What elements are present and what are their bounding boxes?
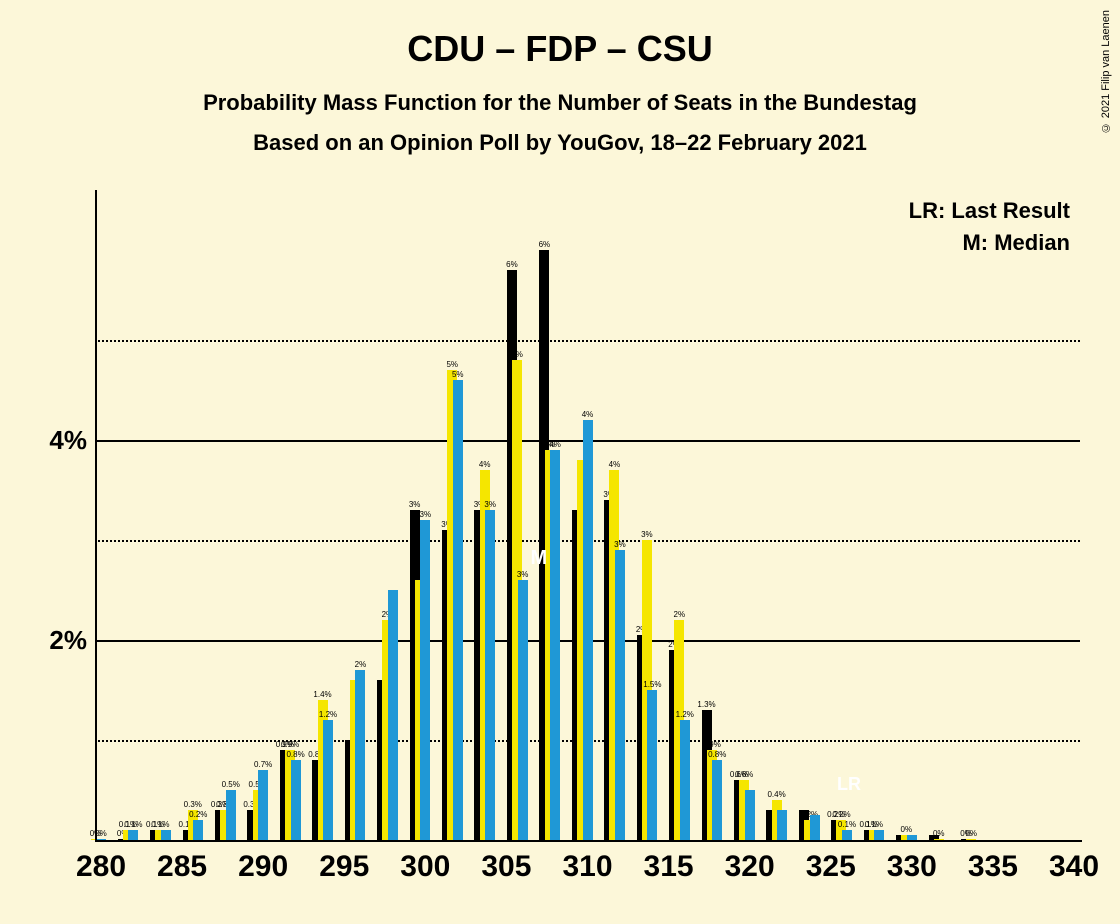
bar-value-label: 0.1%: [838, 820, 856, 829]
chart-plot-area: LR: Last Result M: Median 0%0%0%0.1%0.1%…: [95, 190, 1080, 840]
x-tick-label: 320: [725, 850, 775, 884]
bar: [810, 815, 820, 840]
bar-value-label: 0.5%: [222, 780, 240, 789]
bar-value-label: 1.3%: [697, 700, 715, 709]
bar-value-label: 1.2%: [319, 710, 337, 719]
x-tick-label: 325: [806, 850, 856, 884]
bar-value-label: 0%: [965, 829, 977, 838]
x-tick-label: 305: [481, 850, 531, 884]
bar-value-label: 1.4%: [313, 690, 331, 699]
bar-value-label: 2%: [674, 610, 686, 619]
bar-value-label: 5%: [511, 350, 523, 359]
bar-value-label: 2%: [355, 660, 367, 669]
bar-value-label: 4%: [582, 410, 594, 419]
bar: 0.1%: [128, 830, 138, 840]
bar-value-label: 4%: [549, 440, 561, 449]
bar-value-label: 6%: [539, 240, 551, 249]
x-tick-label: 315: [644, 850, 694, 884]
bar-value-label: 3%: [517, 570, 529, 579]
bar-value-label: 0.8%: [708, 750, 726, 759]
last-result-marker: LR: [837, 774, 861, 795]
x-tick-label: 300: [400, 850, 450, 884]
bar: 0.8%: [291, 760, 301, 840]
bar-value-label: 1.2%: [676, 710, 694, 719]
bar: [161, 830, 171, 840]
bar-value-label: 4%: [609, 460, 621, 469]
bar-value-label: 0.2%: [189, 810, 207, 819]
bar: 0.8%: [712, 760, 722, 840]
bar-value-label: 0%: [901, 825, 913, 834]
bar-value-label: 4%: [479, 460, 491, 469]
x-tick-label: 285: [157, 850, 207, 884]
x-axis: [95, 840, 1082, 842]
y-tick-label: 4%: [49, 425, 87, 456]
bar-value-label: 3%: [409, 500, 421, 509]
bar-value-label: 3%: [641, 530, 653, 539]
chart-subtitle-1: Probability Mass Function for the Number…: [0, 70, 1120, 116]
bar-value-label: 3%: [420, 510, 432, 519]
chart-title: CDU – FDP – CSU: [0, 0, 1120, 70]
x-tick-label: 330: [887, 850, 937, 884]
bar: [745, 790, 755, 840]
bar: [777, 810, 787, 840]
bar: 4%: [550, 450, 560, 840]
bar: 4%: [583, 420, 593, 840]
x-tick-label: 335: [968, 850, 1018, 884]
bar-value-label: 3%: [484, 500, 496, 509]
y-tick-label: 2%: [49, 625, 87, 656]
bar-value-label: 5%: [446, 360, 458, 369]
bar: 2%: [355, 670, 365, 840]
bar: 0.7%: [258, 770, 268, 840]
bar: 3%: [420, 520, 430, 840]
median-marker: M: [531, 547, 548, 570]
bar-value-label: 3%: [614, 540, 626, 549]
bar-value-label: 0.4%: [767, 790, 785, 799]
bar-value-label: 0.9%: [281, 740, 299, 749]
bar: 1.5%: [647, 690, 657, 840]
bar: 0.1%: [842, 830, 852, 840]
bar: 5%: [453, 380, 463, 840]
x-tick-label: 310: [562, 850, 612, 884]
x-tick-label: 295: [319, 850, 369, 884]
bar-value-label: 0.1%: [124, 820, 142, 829]
bar: [874, 830, 884, 840]
x-tick-label: 290: [238, 850, 288, 884]
copyright-text: © 2021 Filip van Laenen: [1100, 10, 1112, 133]
bar-value-label: 1.5%: [643, 680, 661, 689]
y-axis: [95, 190, 97, 842]
bar: 3%: [615, 550, 625, 840]
bar-value-label: 0.9%: [703, 740, 721, 749]
bar-value-label: 0.7%: [254, 760, 272, 769]
bar: [388, 590, 398, 840]
bar-value-label: 0.3%: [184, 800, 202, 809]
bar-value-label: 0.8%: [286, 750, 304, 759]
bar-value-label: 0.1%: [151, 820, 169, 829]
bar: 1.2%: [323, 720, 333, 840]
bar: 1.2%: [680, 720, 690, 840]
bar: 3%: [518, 580, 528, 840]
bar: 3%: [485, 510, 495, 840]
bar: 0.2%: [193, 820, 203, 840]
bar-value-label: 6%: [506, 260, 518, 269]
bar-value-label: 0.2%: [832, 810, 850, 819]
bar-value-label: 5%: [452, 370, 464, 379]
bar-value-label: 0.1%: [865, 820, 883, 829]
chart-subtitle-2: Based on an Opinion Poll by YouGov, 18–2…: [0, 116, 1120, 156]
x-tick-label: 280: [76, 850, 126, 884]
x-tick-label: 340: [1049, 850, 1099, 884]
bars-container: 0%0%0%0.1%0.1%0.1%0.1%0.1%0.3%0.2%0.3%0.…: [95, 190, 1080, 840]
bar: 0.5%: [226, 790, 236, 840]
bar-value-label: 0%: [933, 829, 945, 838]
bar-value-label: 0.6%: [735, 770, 753, 779]
